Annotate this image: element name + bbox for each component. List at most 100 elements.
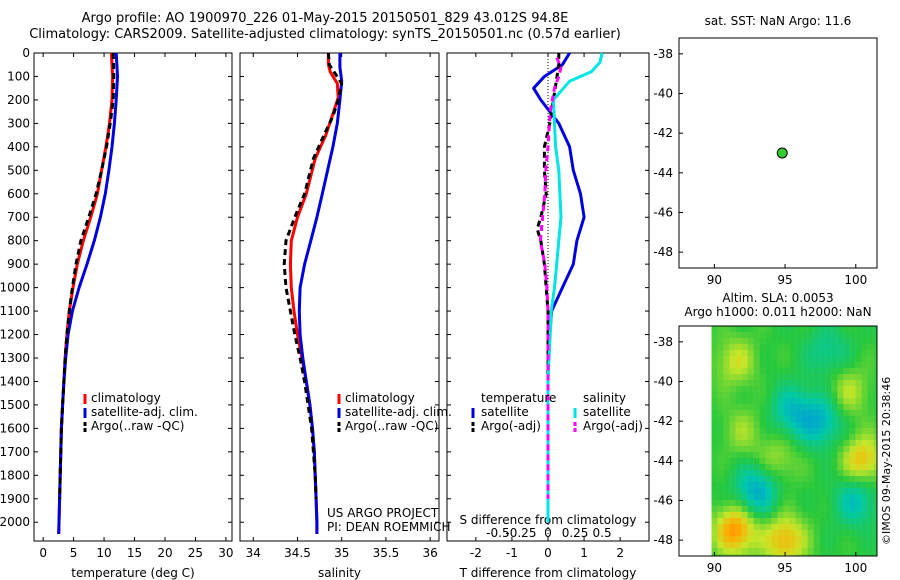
sla-cell: [729, 518, 736, 524]
sla-cell: [825, 398, 832, 404]
sla-cell: [801, 494, 808, 500]
sla-cell: [873, 380, 877, 386]
sla-cell: [807, 554, 814, 556]
sla-cell: [789, 362, 796, 368]
sla-cell: [861, 506, 868, 512]
sla-cell: [831, 452, 838, 458]
sla-cell: [849, 500, 856, 506]
sla-cell: [819, 428, 826, 434]
sla-cell: [717, 440, 724, 446]
sla-cell: [873, 554, 877, 556]
sla-cell: [861, 404, 868, 410]
salinity-xtick-label: 36: [423, 546, 438, 560]
sla-cell: [837, 392, 844, 398]
sla-cell: [801, 446, 808, 452]
sla-cell: [777, 374, 784, 380]
sla-cell: [741, 488, 748, 494]
sla-cell: [801, 518, 808, 524]
sla-cell: [861, 446, 868, 452]
temperature-series-argo: [58, 52, 116, 499]
sla-cell: [777, 398, 784, 404]
sla-cell: [855, 452, 862, 458]
sla-cell: [861, 362, 868, 368]
sla-cell: [789, 512, 796, 518]
sla-cell: [729, 536, 736, 542]
sla-cell: [735, 374, 742, 380]
sla-cell: [723, 416, 730, 422]
sla-cell: [795, 398, 802, 404]
sla-cell: [843, 452, 850, 458]
sla-cell: [741, 428, 748, 434]
sla-cell: [753, 536, 760, 542]
sla-cell: [837, 362, 844, 368]
sla-cell: [831, 512, 838, 518]
sla-cell: [783, 482, 790, 488]
sla-cell: [777, 368, 784, 374]
sla-cell: [795, 488, 802, 494]
sla-cell: [759, 494, 766, 500]
sla-cell: [837, 548, 844, 554]
sla-cell: [783, 518, 790, 524]
sla-map-subtitle: Argo h1000: 0.011 h2000: NaN: [684, 305, 871, 319]
sla-cell: [723, 422, 730, 428]
sla-cell: [759, 368, 766, 374]
sla-cell: [729, 464, 736, 470]
sla-cell: [747, 554, 754, 556]
sla-cell: [753, 386, 760, 392]
temperature-legend-label: satellite-adj. clim.: [91, 405, 198, 419]
sla-cell: [735, 368, 742, 374]
sla-map-frame: [678, 325, 878, 557]
sla-cell: [765, 458, 772, 464]
sla-cell: [873, 530, 877, 536]
depth-tick-label: 1800: [0, 468, 30, 482]
sla-cell: [741, 500, 748, 506]
sla-cell: [825, 488, 832, 494]
sla-cell: [801, 428, 808, 434]
sla-cell: [777, 410, 784, 416]
sla-cell: [801, 398, 808, 404]
sla-cell: [837, 518, 844, 524]
sla-map-ytick-label: -40: [653, 375, 673, 389]
tdiff-axis-label: T difference from climatology: [459, 566, 637, 580]
sla-cell: [747, 398, 754, 404]
sla-cell: [789, 368, 796, 374]
sla-cell: [711, 494, 718, 500]
sla-cell: [765, 500, 772, 506]
sla-cell: [867, 344, 874, 350]
sla-cell: [777, 350, 784, 356]
sla-cell: [747, 362, 754, 368]
sla-cell: [783, 500, 790, 506]
sla-cell: [729, 506, 736, 512]
sla-cell: [765, 470, 772, 476]
sla-cell: [807, 512, 814, 518]
sla-cell: [717, 452, 724, 458]
sla-cell: [837, 338, 844, 344]
figure-title-line2: Climatology: CARS2009. Satellite-adjuste…: [29, 27, 621, 42]
sla-cell: [759, 470, 766, 476]
sla-cell: [717, 368, 724, 374]
sla-cell: [741, 368, 748, 374]
sla-cell: [855, 404, 862, 410]
sla-cell: [753, 428, 760, 434]
sla-cell: [813, 332, 820, 338]
sla-cell: [735, 392, 742, 398]
sla-cell: [747, 338, 754, 344]
sla-cell: [783, 410, 790, 416]
sla-cell: [867, 548, 874, 554]
sla-cell: [825, 524, 832, 530]
depth-tick-label: 1500: [0, 398, 30, 412]
sla-cell: [729, 404, 736, 410]
sla-cell: [735, 554, 742, 556]
sla-cell: [873, 326, 877, 332]
sla-cell: [777, 464, 784, 470]
sla-cell: [783, 440, 790, 446]
sla-cell: [753, 500, 760, 506]
sla-cell: [747, 368, 754, 374]
sla-cell: [873, 542, 877, 548]
sla-cell: [819, 488, 826, 494]
sla-cell: [771, 422, 778, 428]
sla-cell: [849, 554, 856, 556]
sla-cell: [849, 530, 856, 536]
sla-cell: [741, 380, 748, 386]
sla-cell: [807, 518, 814, 524]
